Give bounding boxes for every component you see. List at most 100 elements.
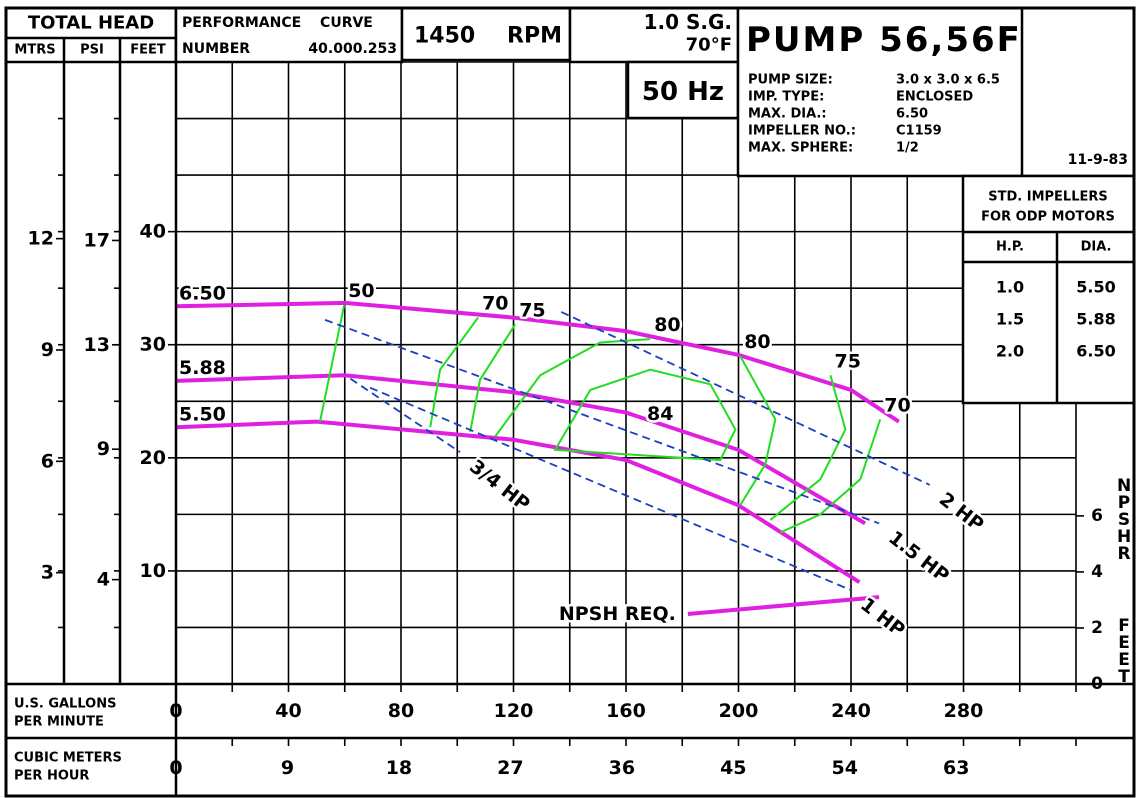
y-tick-label: 4: [97, 569, 110, 591]
efficiency-label: 75: [834, 350, 860, 372]
y-tick-label: 30: [140, 334, 166, 356]
x-axis-label: CUBIC METERS: [14, 751, 122, 766]
table-title: FOR ODP MOTORS: [981, 210, 1115, 225]
x-axis-label: PER HOUR: [14, 769, 89, 784]
y-tick-label: 3: [41, 562, 54, 584]
efficiency-curve: [494, 338, 651, 437]
table-cell: 5.50: [1076, 278, 1115, 297]
spec-value: 3.0 x 3.0 x 6.5: [896, 73, 1000, 88]
spec-label: IMPELLER NO.:: [748, 124, 856, 139]
efficiency-label: 70: [482, 293, 508, 315]
x-tick-label: 0: [169, 757, 182, 779]
head-label: TOTAL HEAD: [28, 13, 154, 34]
spec-value: 6.50: [896, 107, 928, 122]
speed: 1450: [414, 24, 475, 49]
temperature: 70°F: [686, 35, 732, 56]
table-cell: 6.50: [1076, 342, 1115, 361]
title: PUMP 56,56F: [746, 20, 1022, 60]
date: 11-9-83: [1068, 152, 1128, 168]
curve-label: PERFORMANCE CURVE: [182, 15, 373, 31]
plot: 6.50 5.88 5.50 NPSH REQ. 50 70 75 80 80 75 70 84 3/4…: [175, 278, 990, 644]
curve-number-label: NUMBER: [182, 41, 250, 57]
table-cell: 1.5: [996, 310, 1024, 329]
speed-unit: RPM: [507, 24, 562, 49]
frequency: 50 Hz: [642, 77, 724, 107]
spec-label: MAX. DIA.:: [748, 107, 827, 122]
power-label: 3/4 HP: [465, 455, 534, 515]
x-tick-label: 0: [169, 700, 182, 722]
x-tick-label: 160: [606, 700, 646, 722]
efficiency-label: 84: [647, 403, 673, 425]
spec-value: 1/2: [896, 141, 919, 156]
power-label: 1.5 HP: [884, 527, 953, 588]
curve-label: 5.50: [179, 403, 226, 425]
axis-label: PSI: [80, 43, 104, 58]
efficiency-label: 50: [348, 280, 374, 302]
x-tick-label: 9: [281, 757, 294, 779]
x-tick-label: 200: [719, 700, 759, 722]
x-axis-label: U.S. GALLONS: [14, 697, 116, 712]
y2-tick-label: 4: [1091, 562, 1103, 582]
power-line: [349, 377, 461, 453]
x-tick-label: 45: [720, 757, 746, 779]
efficiency-label: 75: [519, 299, 545, 321]
y2-tick-label: 6: [1091, 506, 1103, 526]
y-tick-label: 10: [140, 560, 166, 582]
power-line: [324, 319, 880, 525]
x-tick-label: 36: [609, 757, 635, 779]
y2-axis-label: FEET: [1118, 616, 1130, 687]
efficiency-curve: [429, 316, 479, 428]
head-curve: [175, 373, 867, 526]
impeller-box: [961, 174, 1136, 405]
spec-label: MAX. SPHERE:: [748, 141, 853, 156]
y2-tick-label: 2: [1091, 618, 1103, 638]
spec-value: ENCLOSED: [896, 90, 973, 105]
x-tick-label: 27: [497, 757, 523, 779]
efficiency-label: 70: [884, 394, 910, 416]
efficiency-curve: [553, 368, 737, 462]
table-cell: 2.0: [996, 342, 1024, 361]
x-tick-label: 40: [275, 700, 301, 722]
efficiency-curve: [769, 374, 847, 521]
x-axis-label: PER MINUTE: [14, 715, 104, 730]
head-curve: [175, 300, 900, 424]
freq-box: [626, 60, 740, 120]
spec-value: C1159: [896, 124, 942, 139]
x-tick-label: 63: [943, 757, 969, 779]
x-tick-label: 80: [388, 700, 414, 722]
axis-label: MTRS: [14, 43, 55, 58]
curve-label: NPSH REQ.: [559, 603, 676, 625]
y-tick-label: 9: [41, 339, 54, 361]
table-header: H.P.: [996, 240, 1024, 255]
axis-label: FEET: [130, 43, 166, 58]
y-tick-label: 17: [84, 229, 110, 251]
power-label: 2 HP: [935, 488, 988, 536]
table-header: DIA.: [1081, 240, 1112, 255]
y-tick-label: 12: [28, 228, 54, 250]
efficiency-curve: [469, 323, 517, 432]
table-title: STD. IMPELLERS: [988, 190, 1108, 205]
head-box: [4, 6, 178, 64]
curve-box: [174, 6, 404, 64]
curve-label: 6.50: [179, 282, 226, 304]
y-tick-label: 6: [41, 450, 54, 472]
pump-box: [736, 6, 1136, 178]
y-tick-label: 40: [140, 221, 166, 243]
frame: [4, 6, 1136, 798]
efficiency-label: 80: [744, 331, 770, 353]
y2-axis-label: NPSHR: [1117, 476, 1132, 564]
y-tick-label: 13: [84, 334, 110, 356]
x-tick-label: 280: [944, 700, 984, 722]
table-cell: 1.0: [996, 278, 1024, 297]
power-label: 1 HP: [856, 593, 909, 641]
table-cell: 5.88: [1076, 310, 1115, 329]
power-line: [369, 386, 852, 591]
spec-label: PUMP SIZE:: [748, 73, 833, 88]
speed-box: [400, 6, 572, 62]
y2-tick-label: 0: [1091, 674, 1103, 694]
curve-label: 5.88: [179, 357, 226, 379]
border: [4, 6, 1136, 798]
specific-gravity: 1.0 S.G.: [644, 10, 732, 34]
